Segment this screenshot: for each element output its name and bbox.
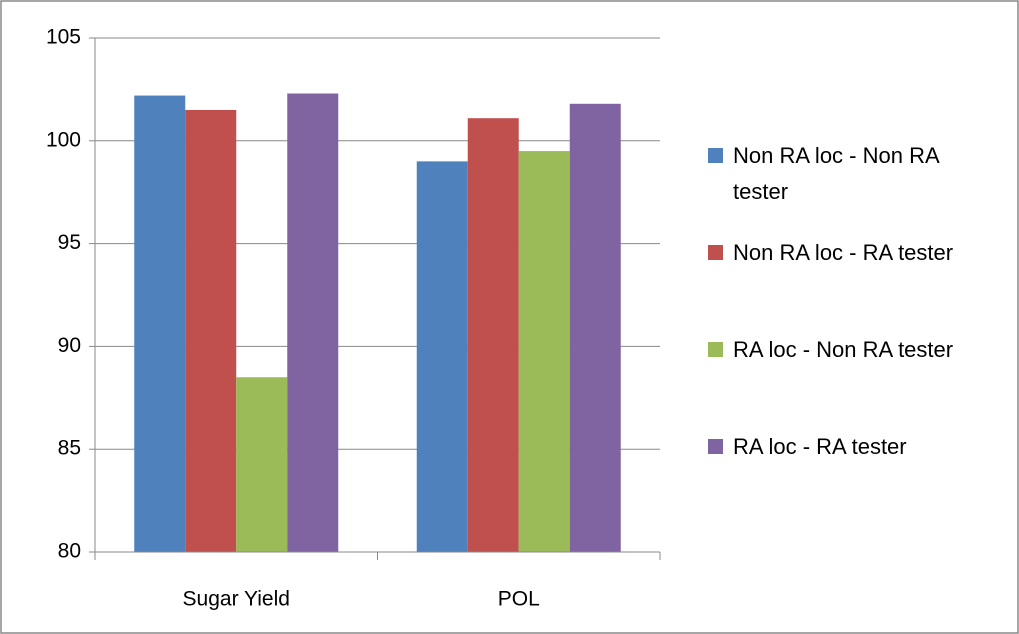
legend-swatch <box>708 342 723 357</box>
y-tick-label: 80 <box>58 540 81 563</box>
legend-swatch <box>708 148 723 163</box>
legend-swatch <box>708 439 723 454</box>
bar <box>236 377 288 552</box>
legend-label: RA loc - RA tester <box>733 434 907 459</box>
x-tick-label: POL <box>498 588 540 611</box>
bar <box>416 161 468 553</box>
y-tick-label: 85 <box>58 437 81 460</box>
legend-label: Non RA loc - Non RA tester <box>733 143 939 204</box>
legend-item: Non RA loc - RA tester <box>708 235 998 271</box>
legend-label: RA loc - Non RA tester <box>733 337 954 362</box>
bar <box>185 109 237 553</box>
legend-item: RA loc - RA tester <box>708 429 998 465</box>
x-tick-label: Sugar Yield <box>183 588 290 611</box>
legend-item: RA loc - Non RA tester <box>708 332 998 368</box>
legend-label: Non RA loc - RA tester <box>733 240 954 265</box>
y-tick-label: 100 <box>46 128 81 151</box>
y-tick-label: 105 <box>46 26 81 49</box>
bar <box>134 95 186 553</box>
bar <box>287 93 339 553</box>
legend-item: Non RA loc - Non RA tester <box>708 138 998 210</box>
y-tick-label: 90 <box>58 334 81 357</box>
legend-swatch <box>708 245 723 260</box>
bar <box>569 103 621 553</box>
y-tick-label: 95 <box>58 231 81 254</box>
bar <box>467 118 519 553</box>
bar <box>518 151 570 552</box>
